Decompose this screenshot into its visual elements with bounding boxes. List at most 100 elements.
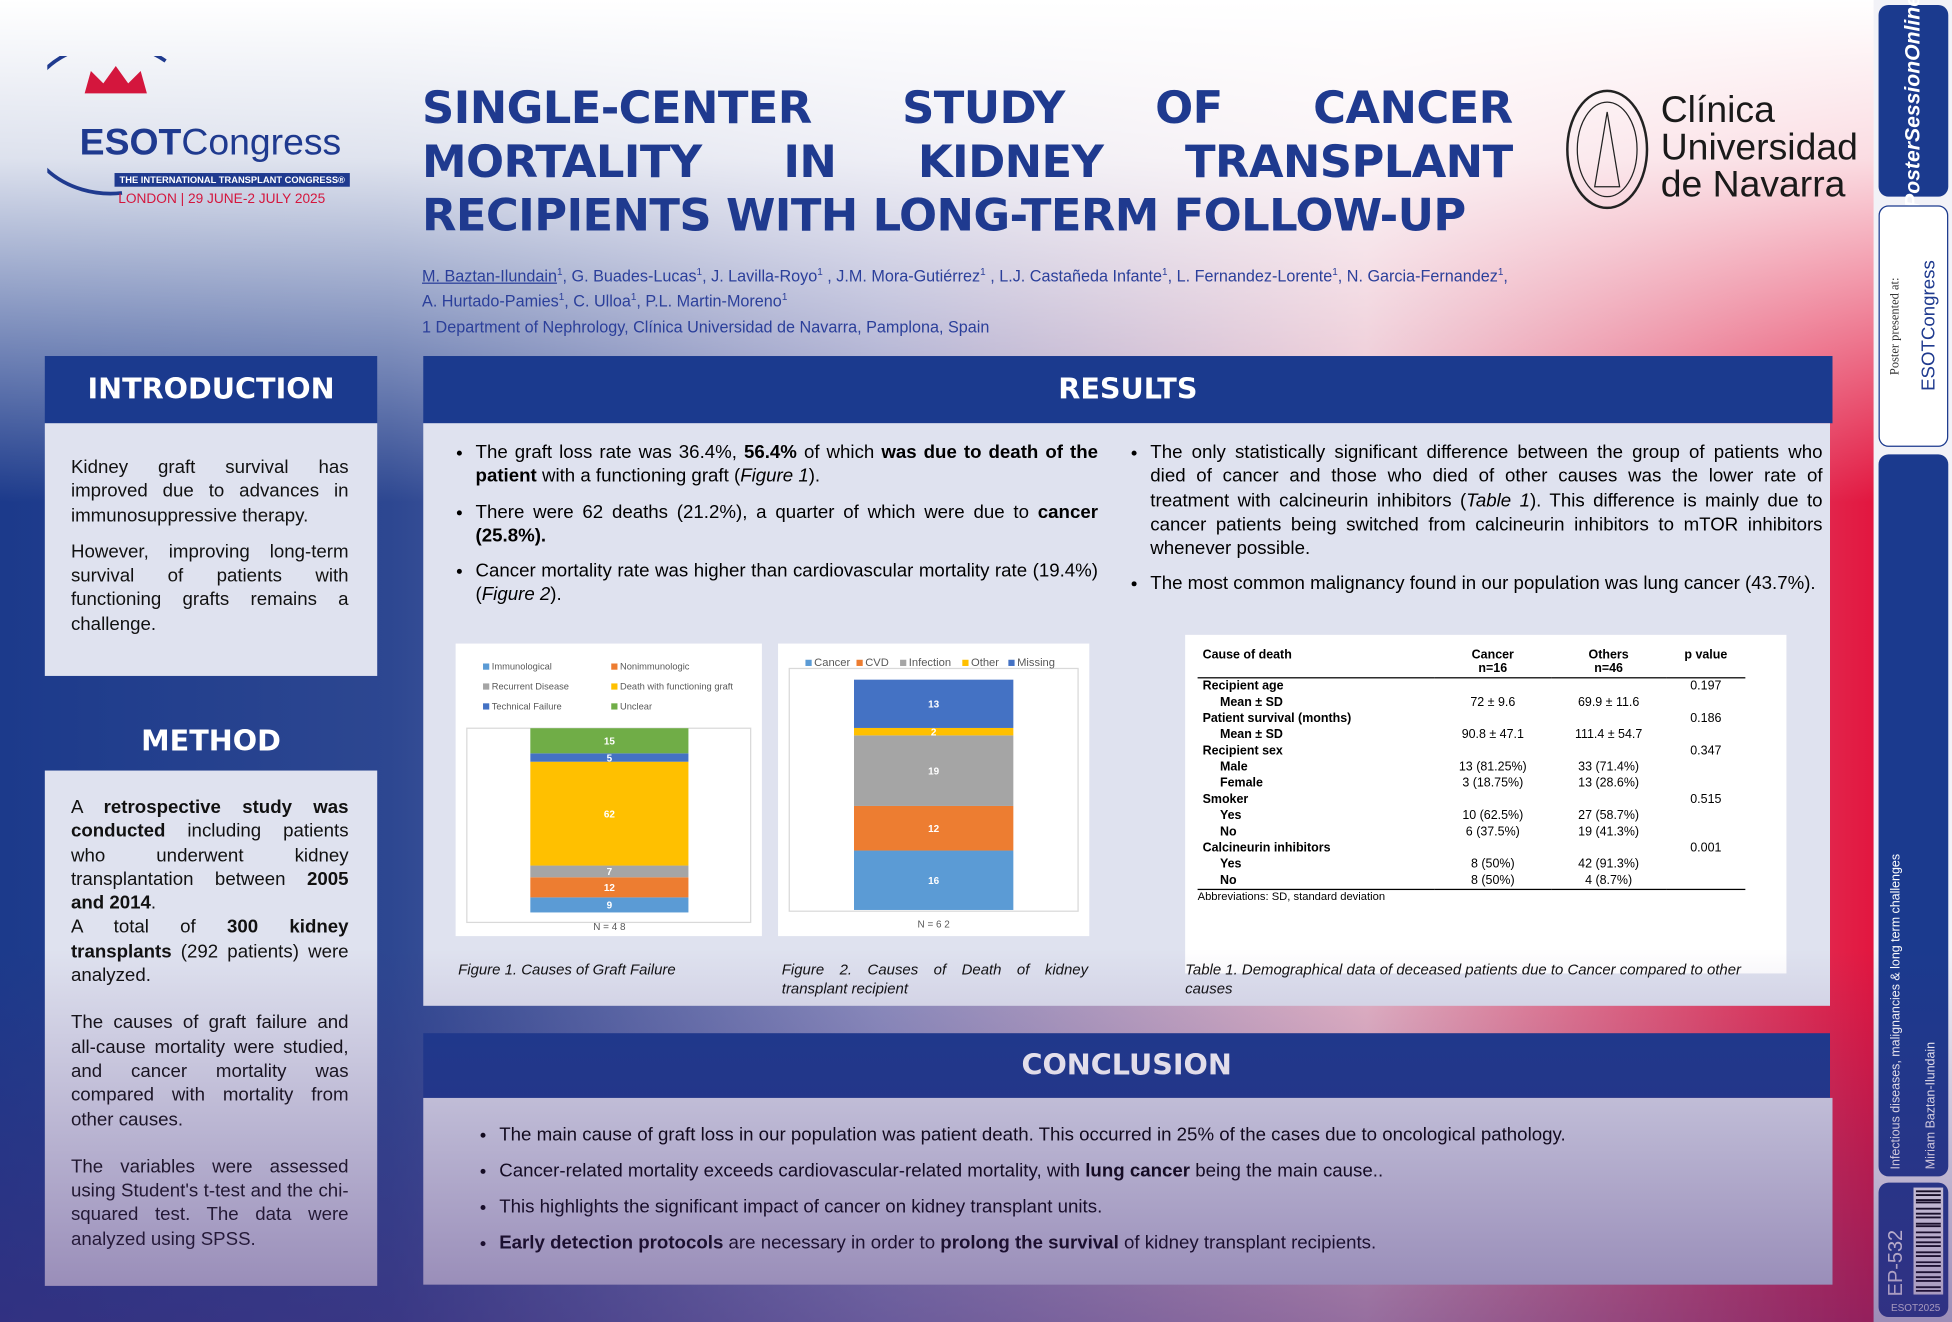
table-cell: 6 (37.5%) bbox=[1465, 825, 1520, 840]
affiliation-mark: 1 bbox=[630, 291, 637, 303]
legend-swatch bbox=[805, 659, 812, 666]
author-name: A. Hurtado-Pamies bbox=[422, 292, 559, 311]
text-run: A bbox=[70, 796, 104, 818]
p-value: 0.001 bbox=[1690, 841, 1722, 856]
author-name: M. Baztan-Ilundain bbox=[422, 266, 557, 286]
bullet: Cancer-related mortality exceeds cardiov… bbox=[499, 1159, 1819, 1184]
header-cell: p value bbox=[1666, 647, 1745, 677]
group-row: Calcineurin inhibitors 0.001 bbox=[1198, 840, 1746, 856]
affiliation-mark: 1 bbox=[781, 291, 788, 303]
text-run: lung cancer bbox=[1085, 1160, 1191, 1182]
author-name: , N. Garcia-Fernandez bbox=[1337, 266, 1498, 286]
legend-swatch bbox=[611, 683, 618, 690]
table-cell: No bbox=[1220, 873, 1237, 888]
table-cell: 69.9 ± 11.6 bbox=[1577, 695, 1640, 710]
text-run: The most common malignancy found in our … bbox=[1150, 573, 1816, 595]
group-row: Recipient sex 0.347 bbox=[1198, 743, 1746, 759]
table-header-row: Cause of death Cancer n=16 Others n=46 p valu… bbox=[1197, 647, 1746, 678]
table-box: Cause of death Cancer n=16 Others n=46 p valu… bbox=[1185, 634, 1787, 974]
title-line: MORTALITY IN KIDNEY TRANSPLANT bbox=[422, 136, 1513, 190]
header-n: n=16 bbox=[1478, 662, 1508, 676]
group-label: Recipient age bbox=[1202, 679, 1284, 694]
table-cell: 19 (41.3%) bbox=[1578, 825, 1640, 840]
plot-frame bbox=[788, 667, 1079, 912]
text-run: 300 kidney transplants bbox=[70, 916, 349, 962]
table-caption: Table 1. Demographical data of deceased … bbox=[1185, 961, 1742, 998]
legend-swatch bbox=[483, 703, 490, 710]
bar-segment bbox=[530, 877, 689, 898]
table-cell: Yes bbox=[1220, 857, 1242, 872]
bar-segment bbox=[854, 679, 1014, 728]
text-run: The main cause of graft loss in our popu… bbox=[499, 1124, 1566, 1146]
author-name: , L. Fernandez-Lorente bbox=[1167, 266, 1333, 286]
table-row: Male 13 (81.25%) 33 (71.4%) bbox=[1198, 759, 1746, 775]
results-right: The only statistically significant diffe… bbox=[1125, 441, 1822, 608]
table-cell: 10 (62.5%) bbox=[1462, 809, 1524, 823]
header-cell: Others n=46 bbox=[1551, 647, 1666, 677]
empty-cell bbox=[1666, 695, 1745, 711]
text-run: There were 62 deaths (21.2%), a quarter … bbox=[475, 501, 1038, 523]
legend-label: Cancer bbox=[814, 657, 850, 669]
sidebar-topic: Infectious diseases, malignancies & long… bbox=[1878, 454, 1949, 1177]
empty-cell bbox=[1666, 873, 1745, 890]
table-cell: 8 (50%) bbox=[1471, 857, 1515, 872]
legend-label: Unclear bbox=[620, 702, 652, 712]
text-run: . bbox=[150, 892, 157, 914]
author-name: , C. Ulloa bbox=[564, 292, 631, 311]
affiliation-mark: 1 bbox=[556, 266, 563, 278]
section-heading: METHOD bbox=[45, 720, 377, 765]
paragraph: A total of 300 kidney transplants (292 p… bbox=[71, 916, 349, 988]
group-label: Calcineurin inhibitors bbox=[1202, 841, 1331, 856]
data-label: 15 bbox=[604, 737, 616, 748]
bullet: The only statistically significant diffe… bbox=[1150, 441, 1822, 561]
table-row: Mean ± SD 72 ± 9.6 69.9 ± 11.6 bbox=[1198, 695, 1746, 711]
figure-2-chart: Cancer 16 CVD 12 Infection 19 Other 2 Missing 13 N… bbox=[778, 643, 1090, 937]
p-value: 0.347 bbox=[1690, 744, 1722, 759]
table-cell: No bbox=[1220, 825, 1237, 840]
authors: M. Baztan-Ilundain1, G. Buades-Lucas1, J… bbox=[422, 261, 1508, 337]
text-run: Early detection protocols bbox=[499, 1232, 724, 1254]
bullet: This highlights the significant impact o… bbox=[499, 1195, 1819, 1220]
table: Cause of death Cancer n=16 Others n=46 p valu… bbox=[1197, 647, 1746, 890]
bullet: There were 62 deaths (21.2%), a quarter … bbox=[476, 500, 1098, 548]
table-row: Mean ± SD 90.8 ± 47.1 111.4 ± 54.7 bbox=[1198, 727, 1746, 743]
introduction-body: Kidney graft survival has improved due t… bbox=[44, 423, 378, 676]
empty-cell bbox=[1551, 792, 1666, 808]
table-cell: Mean ± SD bbox=[1220, 728, 1283, 742]
heading-text: INTRODUCTION bbox=[87, 373, 335, 406]
esot-dates: LONDON | 29 JUNE-2 JULY 2025 bbox=[118, 191, 326, 207]
header-text: Cancer bbox=[1471, 648, 1514, 663]
congress-text: Congress bbox=[181, 121, 342, 164]
bullet: The main cause of graft loss in our popu… bbox=[499, 1123, 1819, 1148]
header-cell: Cause of death bbox=[1198, 647, 1435, 677]
title-line: RECIPIENTS WITH LONG-TERM FOLLOW-UP bbox=[422, 189, 1513, 243]
bar-segment bbox=[530, 728, 689, 754]
group-row: Smoker 0.515 bbox=[1198, 792, 1746, 808]
text-run: cancer (25.8%). bbox=[475, 501, 1099, 547]
empty-cell bbox=[1551, 840, 1666, 856]
figure-1-chart: Immunological 9 Nonimmunologic 12 Recurrent … bbox=[455, 643, 762, 937]
affiliation-mark: 1 bbox=[1497, 266, 1504, 278]
author-line: A. Hurtado-Pamies1, C. Ulloa1, P.L. Mart… bbox=[422, 287, 1508, 312]
affiliation: 1 Department of Nephrology, Clínica Univ… bbox=[422, 317, 990, 336]
topic-text: Infectious diseases, malignancies & long… bbox=[1889, 853, 1903, 1169]
x-tick-label: N = 6 2 bbox=[918, 919, 951, 930]
bullet: Cancer mortality rate was higher than ca… bbox=[476, 559, 1098, 607]
empty-cell bbox=[1666, 808, 1745, 824]
table-cell: Yes bbox=[1220, 809, 1242, 823]
legend-label: Immunological bbox=[492, 662, 552, 672]
bullet: The most common malignancy found in our … bbox=[1150, 572, 1822, 596]
paragraph: The causes of graft failure and all-caus… bbox=[71, 1011, 349, 1131]
text-run: Cancer mortality rate was higher than ca… bbox=[475, 560, 1099, 606]
paragraph: However, improving long-term survival of… bbox=[70, 541, 349, 635]
empty-cell bbox=[1435, 792, 1551, 808]
legend-label: Missing bbox=[1017, 657, 1055, 669]
table-row: No 8 (50%) 4 (8.7%) bbox=[1197, 873, 1746, 890]
table-cell: 33 (71.4%) bbox=[1578, 760, 1640, 775]
table-footnote: Abbreviations: SD, standard deviation bbox=[1197, 890, 1386, 903]
bullet: The graft loss rate was 36.4%, 56.4% of … bbox=[476, 441, 1098, 489]
section-heading: RESULTS bbox=[423, 356, 1833, 424]
table-cell: 4 (8.7%) bbox=[1585, 873, 1633, 888]
text-run: A total of bbox=[70, 916, 227, 938]
title-text: SINGLE-CENTER STUDY OF CANCER bbox=[422, 83, 1513, 135]
